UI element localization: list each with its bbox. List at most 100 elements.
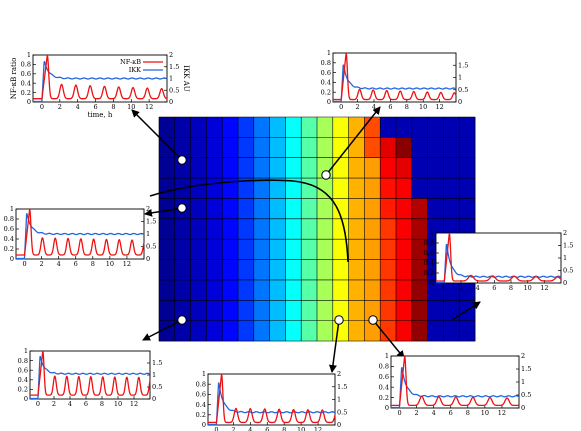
heatmap-cell	[317, 178, 334, 199]
heatmap-cell	[364, 198, 381, 220]
heatmap-cell	[159, 117, 176, 138]
heatmap-cell	[380, 198, 397, 220]
heatmap-cell	[222, 239, 239, 260]
heatmap-cell	[174, 300, 191, 322]
x-tick-label: 6	[388, 103, 392, 111]
series-line-nfkb	[391, 356, 520, 407]
pointer-arrow	[144, 207, 183, 217]
x-tick-label: 8	[111, 103, 115, 111]
heatmap-cell	[238, 239, 255, 260]
chart-frame	[435, 232, 562, 284]
heatmap-cell	[348, 178, 365, 199]
heatmap-cell	[332, 157, 349, 179]
x-tick-label: 12	[123, 260, 131, 268]
x-tick-label: 8	[100, 400, 104, 408]
heatmap-cell	[190, 157, 207, 179]
y-tick-label-right: 0	[563, 279, 567, 287]
y-tick-label-left: 1	[430, 229, 434, 237]
heatmap-cell	[427, 320, 444, 342]
y-tick-label-left: 0.8	[424, 239, 434, 247]
x-tick-label: 4	[68, 400, 72, 408]
heatmap-cell	[206, 198, 223, 220]
x-tick-label: 6	[84, 400, 88, 408]
heatmap-cell	[427, 137, 444, 159]
series-line-nfkb	[33, 55, 168, 100]
x-tick-label: 2	[356, 103, 360, 111]
heatmap-cell	[443, 300, 460, 322]
x-tick-label: 12	[540, 284, 548, 292]
heatmap-cell	[364, 259, 381, 281]
x-tick-label: 0	[22, 260, 26, 268]
heatmap-cell	[285, 137, 302, 159]
y-tick-label-right: 1.5	[146, 218, 156, 226]
heatmap-cell	[159, 279, 176, 301]
heatmap-cell	[411, 178, 428, 199]
y-tick-label-right: 1.5	[458, 61, 468, 69]
heatmap-cell	[364, 218, 381, 240]
x-tick-label: 4	[432, 409, 436, 417]
heatmap-cell	[396, 239, 413, 260]
heatmap-cell	[332, 239, 349, 260]
heatmap-cell	[317, 198, 334, 220]
y-tick-label-left: 1	[202, 370, 206, 378]
heatmap-cell	[206, 178, 223, 199]
heatmap-cell	[238, 279, 255, 301]
pointer-arrow	[142, 319, 183, 341]
series-line-nfkb	[30, 351, 151, 396]
y-tick-label-right: 0	[521, 404, 525, 412]
heatmap-cell	[317, 117, 334, 138]
y-tick-label-left: 0	[27, 98, 31, 106]
heatmap-cell	[332, 218, 349, 240]
heatmap-cell	[301, 117, 318, 138]
heatmap-cell	[364, 137, 381, 159]
sample-point-marker	[334, 315, 344, 325]
heatmap-cell	[427, 117, 444, 138]
heatmap-cell	[380, 137, 397, 159]
heatmap-cell	[427, 198, 444, 220]
heatmap-cell	[364, 178, 381, 199]
heatmap-cell	[269, 300, 286, 322]
heatmap-cell	[427, 300, 444, 322]
heatmap-cell	[238, 178, 255, 199]
heatmap-cell	[253, 300, 270, 322]
heatmap-cell	[222, 300, 239, 322]
heatmap-cell	[459, 320, 476, 342]
y-tick-label-right: 0.5	[521, 391, 531, 399]
x-tick-label: 10	[297, 426, 305, 431]
heatmap-cell	[159, 157, 176, 179]
heatmap-cell	[269, 279, 286, 301]
heatmap-cell	[301, 218, 318, 240]
heatmap-cell	[348, 117, 365, 138]
heatmap-cell	[285, 239, 302, 260]
heatmap-cell	[348, 198, 365, 220]
heatmap-cell	[222, 117, 239, 138]
heatmap-cell	[332, 259, 349, 281]
heatmap-cell	[269, 178, 286, 199]
y-tick-label-left: 0.8	[4, 215, 14, 223]
series-line-nfkb	[333, 53, 457, 101]
heatmap-cell	[253, 259, 270, 281]
heatmap-cell	[396, 178, 413, 199]
y-axis-label-right: IKK AU	[182, 65, 190, 92]
heatmap-cell	[174, 239, 191, 260]
y-tick-label-left: 0.4	[424, 259, 434, 267]
heatmap-cell	[332, 178, 349, 199]
heatmap-cell	[317, 279, 334, 301]
y-tick-label-right: 2	[169, 51, 173, 59]
y-tick-label-left: 0.8	[379, 363, 389, 371]
heatmap-cell	[411, 137, 428, 159]
pointer-arrow	[131, 109, 183, 161]
y-tick-label-left: 0.4	[18, 376, 28, 384]
heatmap-cell	[411, 259, 428, 281]
sample-point-marker	[177, 315, 187, 325]
series-line-ikk	[16, 213, 145, 260]
heatmap-cell	[206, 218, 223, 240]
y-tick-label-right: 0.5	[169, 86, 179, 94]
y-tick-label-right: 0.5	[563, 267, 573, 275]
series-line-nfkb	[436, 233, 562, 282]
heatmap-cell	[285, 259, 302, 281]
y-tick-label-right: 0	[169, 98, 173, 106]
heatmap-cell	[301, 259, 318, 281]
